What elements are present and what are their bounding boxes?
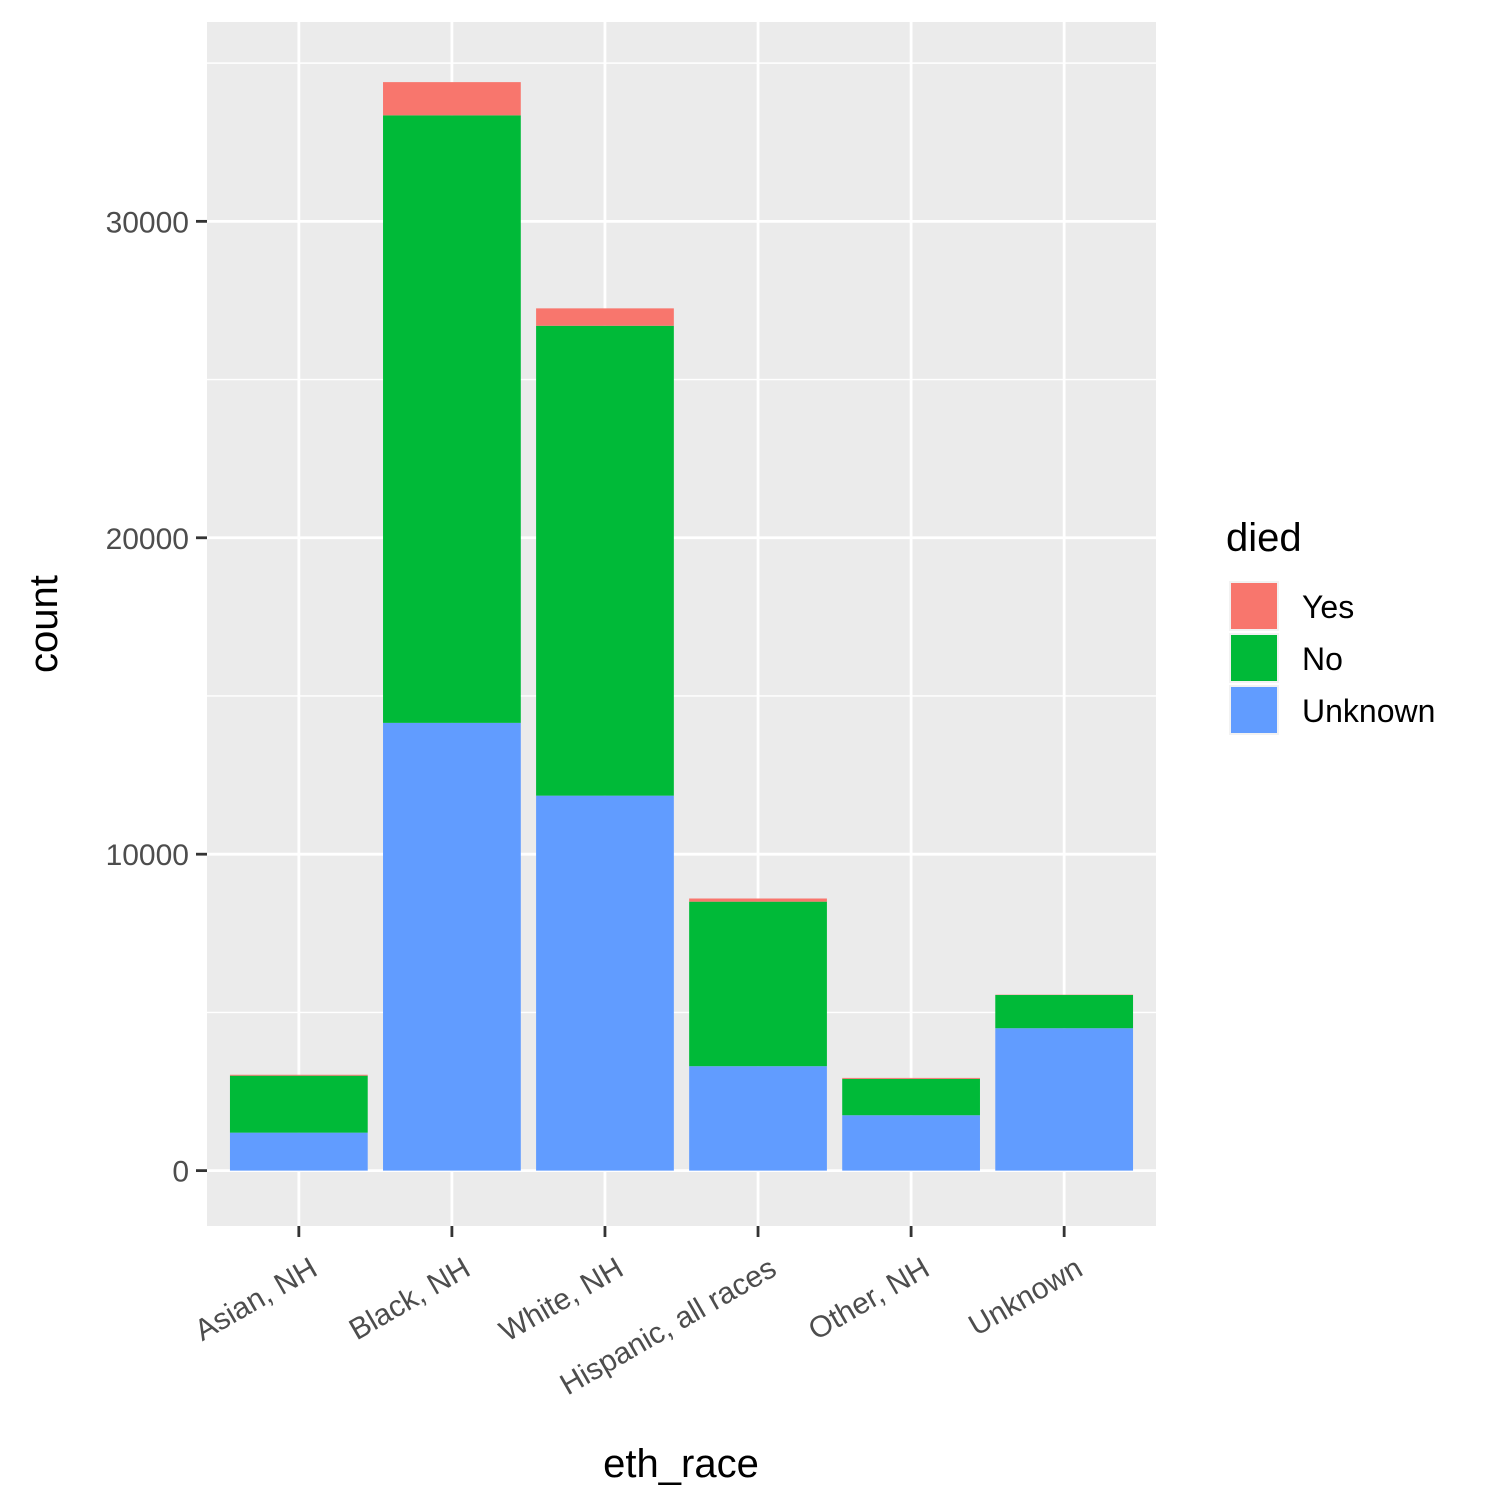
bar-segment (842, 1115, 980, 1171)
bar-segment (842, 1077, 980, 1079)
bars (229, 82, 1134, 1171)
bar-segment (689, 1066, 827, 1171)
legend-title: died (1226, 516, 1302, 560)
x-tick-label: Black, NH (344, 1251, 476, 1346)
bar-segment (536, 308, 674, 326)
x-axis-title: eth_race (603, 1442, 759, 1486)
legend-key (1231, 583, 1277, 629)
bar-segment (995, 995, 1134, 1029)
legend-key (1231, 687, 1277, 733)
legend-label: No (1302, 641, 1343, 677)
bar-segment (229, 1075, 368, 1133)
bar-segment (383, 722, 521, 1171)
y-tick-label: 30000 (106, 206, 189, 239)
x-tick-label: White, NH (494, 1251, 629, 1348)
legend: died Yes No Unknown (1226, 516, 1435, 735)
legend-label: Unknown (1302, 693, 1435, 729)
y-tick-label: 0 (172, 1156, 189, 1189)
bar-segment (229, 1074, 368, 1076)
legend-label: Yes (1302, 589, 1354, 625)
bar-segment (536, 795, 674, 1171)
x-tick-label: Unknown (963, 1251, 1088, 1342)
bar-segment (536, 325, 674, 796)
bar-segment (689, 898, 827, 902)
bar-segment (842, 1078, 980, 1116)
y-tick-label: 20000 (106, 523, 189, 556)
y-axis-title: count (22, 575, 66, 673)
bar-segment (689, 901, 827, 1067)
y-axis: 0 10000 20000 30000 (106, 206, 207, 1189)
bar-segment (383, 115, 521, 723)
x-tick-label: Other, NH (803, 1251, 935, 1346)
legend-key (1231, 635, 1277, 681)
bar-segment (229, 1132, 368, 1171)
y-tick-label: 10000 (106, 839, 189, 872)
bar-segment (995, 1028, 1134, 1171)
x-tick-label: Asian, NH (189, 1251, 322, 1347)
bar-segment (383, 82, 521, 116)
